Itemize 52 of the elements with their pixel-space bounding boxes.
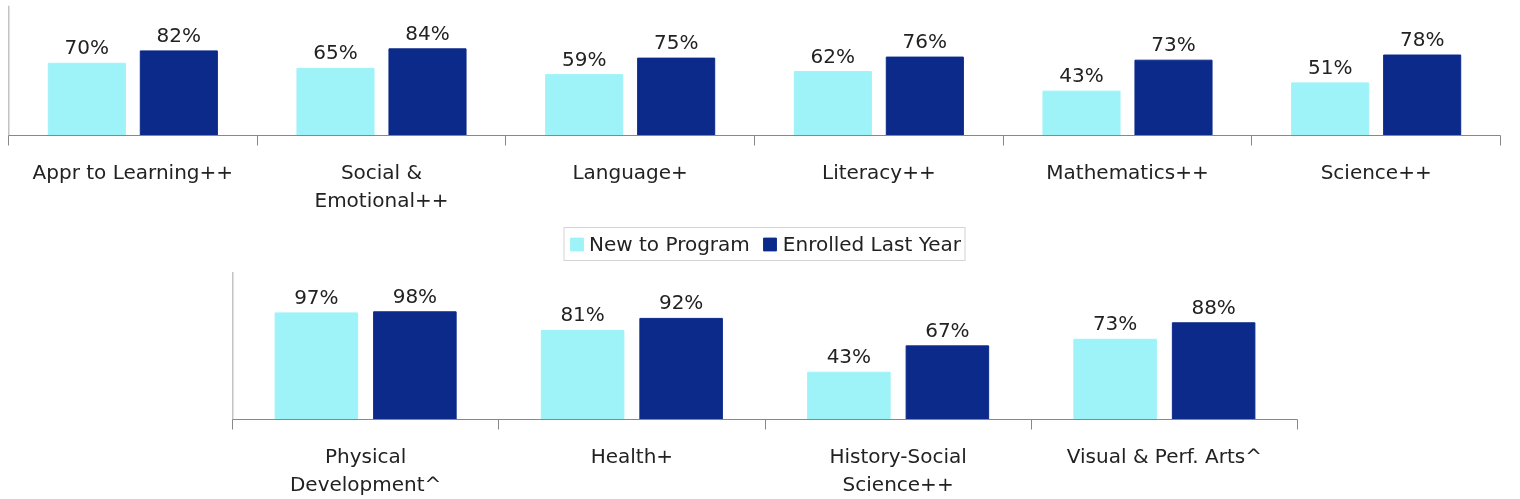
data-label: 82% (156, 22, 202, 47)
data-label: 73% (1151, 32, 1196, 57)
bar (1042, 90, 1121, 136)
legend-label: New to Program (589, 232, 750, 256)
data-label: 59% (561, 46, 607, 71)
bar (47, 62, 126, 136)
data-label: 78% (1399, 27, 1445, 52)
x-tick-label: Literacy++ (822, 159, 936, 184)
bar (1171, 322, 1256, 420)
x-tick-label: Health+ (590, 443, 674, 468)
bar (637, 57, 716, 136)
data-label: 88% (1191, 294, 1236, 319)
data-label: 43% (1059, 63, 1104, 88)
data-label: 43% (826, 344, 872, 369)
legend-label: Enrolled Last Year (782, 232, 961, 256)
data-label: 70% (64, 35, 110, 60)
x-tick-label: Visual & Perf. Arts^ (1066, 443, 1262, 468)
bar (545, 74, 624, 136)
bar (905, 345, 990, 420)
data-label: 92% (658, 290, 704, 315)
bar (1291, 82, 1370, 136)
data-label: 97% (294, 284, 339, 309)
bar (885, 56, 964, 136)
data-label: 51% (1307, 54, 1353, 79)
bar (274, 312, 359, 420)
bar (1073, 338, 1157, 420)
data-label: 67% (925, 317, 970, 342)
data-label: 76% (902, 29, 948, 54)
data-label: 84% (405, 20, 450, 45)
data-label: 75% (653, 30, 699, 55)
bar (296, 67, 375, 136)
x-tick-label: Language+ (572, 159, 688, 184)
bar (139, 50, 218, 136)
bar (793, 71, 872, 136)
x-tick-label: Mathematics++ (1046, 159, 1209, 184)
data-label: 98% (392, 283, 438, 308)
x-tick-label: Physical Development^ (289, 443, 442, 497)
bar (540, 329, 625, 420)
bar (373, 311, 457, 420)
x-tick-label: Science++ (1320, 159, 1432, 184)
data-label: 81% (560, 302, 605, 327)
x-tick-label: Social & Emotional++ (314, 159, 449, 213)
data-label: 73% (1092, 311, 1138, 336)
data-label: 62% (810, 43, 856, 68)
bar (639, 317, 723, 420)
bar (388, 48, 467, 136)
bar (1134, 59, 1213, 136)
x-tick-label: History-Social Science++ (829, 443, 967, 497)
data-label: 65% (313, 40, 358, 65)
bar (1383, 54, 1462, 136)
bar (807, 371, 891, 420)
x-tick-label: Appr to Learning++ (32, 159, 234, 184)
